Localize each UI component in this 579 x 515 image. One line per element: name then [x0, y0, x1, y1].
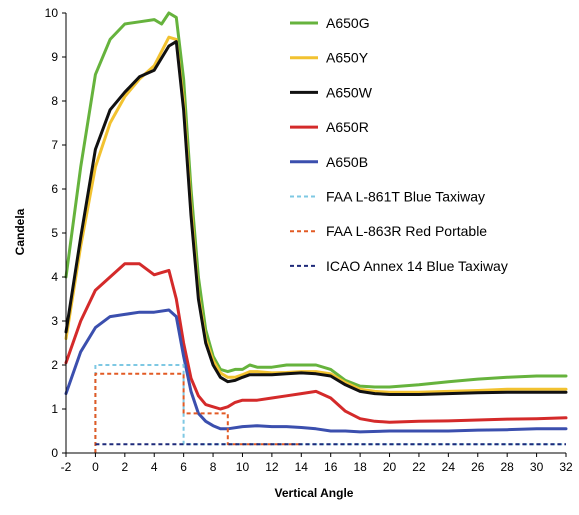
- y-tick-label: 9: [51, 50, 58, 64]
- x-tick-label: 18: [353, 460, 367, 474]
- series-line-a650g: [64, 11, 568, 389]
- x-tick-label: -2: [61, 460, 72, 474]
- y-tick-label: 2: [51, 358, 58, 372]
- y-tick-label: 0: [51, 446, 58, 460]
- x-tick-label: 22: [412, 460, 426, 474]
- series-line-a650w: [64, 40, 568, 396]
- legend-label-a650r: A650R: [326, 119, 369, 135]
- x-tick-label: 10: [236, 460, 250, 474]
- x-tick-label: 2: [121, 460, 128, 474]
- x-tick-label: 6: [180, 460, 187, 474]
- x-tick-label: 8: [210, 460, 217, 474]
- legend-label-faa-l-863r-red-portable: FAA L-863R Red Portable: [326, 223, 487, 239]
- x-tick-label: 30: [530, 460, 544, 474]
- series-line-a650y: [64, 35, 568, 394]
- x-tick-label: 16: [324, 460, 338, 474]
- axes: [62, 12, 567, 457]
- y-tick-label: 1: [51, 402, 58, 416]
- legend-label-a650w: A650W: [326, 84, 373, 100]
- legend: A650G A650Y A650W A650R A650B FAA L-861T Blue…: [290, 15, 508, 274]
- y-tick-label: 7: [51, 138, 58, 152]
- series-line-faa-l-863r-red-portable: [94, 372, 302, 453]
- x-tick-label: 24: [442, 460, 456, 474]
- series-line-a650r: [64, 262, 568, 424]
- x-axis-title: Vertical Angle: [275, 486, 354, 500]
- x-tick-label: 12: [265, 460, 279, 474]
- y-tick-label: 10: [45, 6, 59, 20]
- legend-label-a650y: A650Y: [326, 50, 369, 66]
- legend-label-faa-l-861t-blue-taxiway: FAA L-861T Blue Taxiway: [326, 189, 485, 205]
- y-tick-label: 5: [51, 226, 58, 240]
- y-axis-title: Candela: [13, 208, 27, 255]
- legend-label-icao-annex-14-blue-taxiway: ICAO Annex 14 Blue Taxiway: [326, 258, 508, 274]
- x-tick-label: 32: [559, 460, 573, 474]
- x-tick-label: 14: [295, 460, 309, 474]
- x-tick-label: 4: [151, 460, 158, 474]
- y-tick-label: 8: [51, 94, 58, 108]
- y-tick-label: 6: [51, 182, 58, 196]
- x-tick-label: 28: [500, 460, 514, 474]
- legend-label-a650b: A650B: [326, 154, 368, 170]
- x-tick-label: 0: [92, 460, 99, 474]
- plot-area: [64, 11, 568, 453]
- series-line-a650b: [64, 308, 568, 434]
- y-tick-label: 4: [51, 270, 58, 284]
- x-tick-label: 26: [471, 460, 485, 474]
- legend-label-a650g: A650G: [326, 15, 370, 31]
- y-tick-label: 3: [51, 314, 58, 328]
- x-tick-label: 20: [383, 460, 397, 474]
